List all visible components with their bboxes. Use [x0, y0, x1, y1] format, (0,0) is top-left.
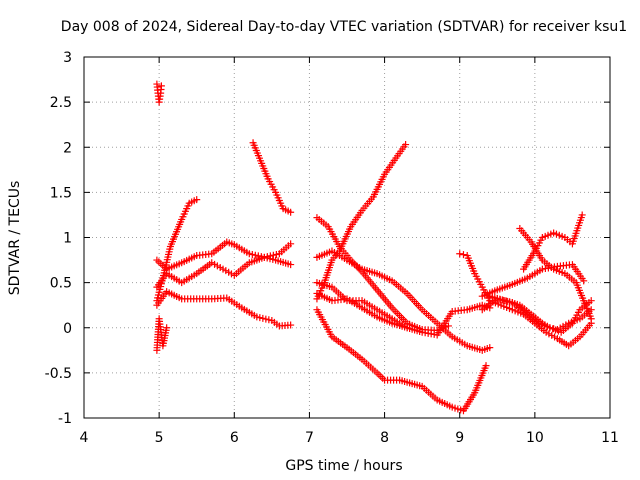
y-tick-label: 1 [63, 231, 72, 247]
data-point [254, 252, 262, 260]
y-tick-label: 1.5 [50, 185, 72, 201]
data-point [486, 344, 494, 352]
data-point [287, 321, 295, 329]
data-point [287, 208, 295, 216]
data-point [193, 196, 201, 204]
data-point [248, 250, 256, 258]
data-point [251, 251, 259, 259]
y-axis-label: SDTVAR / TECUs [7, 181, 23, 296]
y-tick-label: 0.5 [50, 276, 72, 292]
data-point [259, 314, 267, 322]
data-point [256, 314, 264, 322]
x-tick-label: 8 [380, 430, 389, 446]
x-tick-label: 10 [526, 430, 544, 446]
x-tick-labels: 4 5 6 7 8 9 10 11 [80, 430, 619, 446]
data-point [287, 240, 295, 248]
data-point [550, 325, 558, 333]
data-point [546, 324, 554, 332]
data-point [245, 250, 253, 258]
data-point [287, 261, 295, 269]
x-tick-label: 6 [230, 430, 239, 446]
data-point [253, 313, 261, 321]
data-point [272, 250, 280, 258]
y-tick-labels: -1 -0.5 0 0.5 1 1.5 2 2.5 3 [45, 50, 72, 427]
data-point [163, 324, 171, 332]
x-tick-label: 7 [305, 430, 314, 446]
x-tick-label: 11 [601, 430, 619, 446]
data-point [459, 251, 467, 259]
grid [84, 57, 610, 418]
data-point [587, 315, 595, 323]
chart-title: Day 008 of 2024, Sidereal Day-to-day VTE… [61, 19, 627, 35]
data-point [402, 141, 410, 149]
data-point [580, 277, 588, 285]
data-point [578, 211, 586, 219]
y-tick-label: -0.5 [45, 366, 72, 382]
data-points [153, 80, 595, 415]
data-point [262, 315, 270, 323]
y-tick-label: 0 [63, 321, 72, 337]
y-tick-label: -1 [58, 411, 72, 427]
x-tick-label: 9 [455, 430, 464, 446]
data-point [456, 250, 464, 258]
y-tick-label: 2.5 [50, 95, 72, 111]
data-point [587, 306, 595, 314]
data-point [403, 324, 411, 332]
x-tick-label: 4 [80, 430, 89, 446]
data-point [265, 316, 273, 324]
plot-frame [83, 56, 611, 419]
x-tick-label: 5 [155, 430, 164, 446]
data-point [482, 362, 490, 370]
y-tick-label: 2 [63, 140, 72, 156]
data-point [587, 297, 595, 305]
data-point [157, 82, 165, 90]
x-axis-label: GPS time / hours [285, 458, 402, 474]
y-tick-label: 3 [63, 50, 72, 66]
